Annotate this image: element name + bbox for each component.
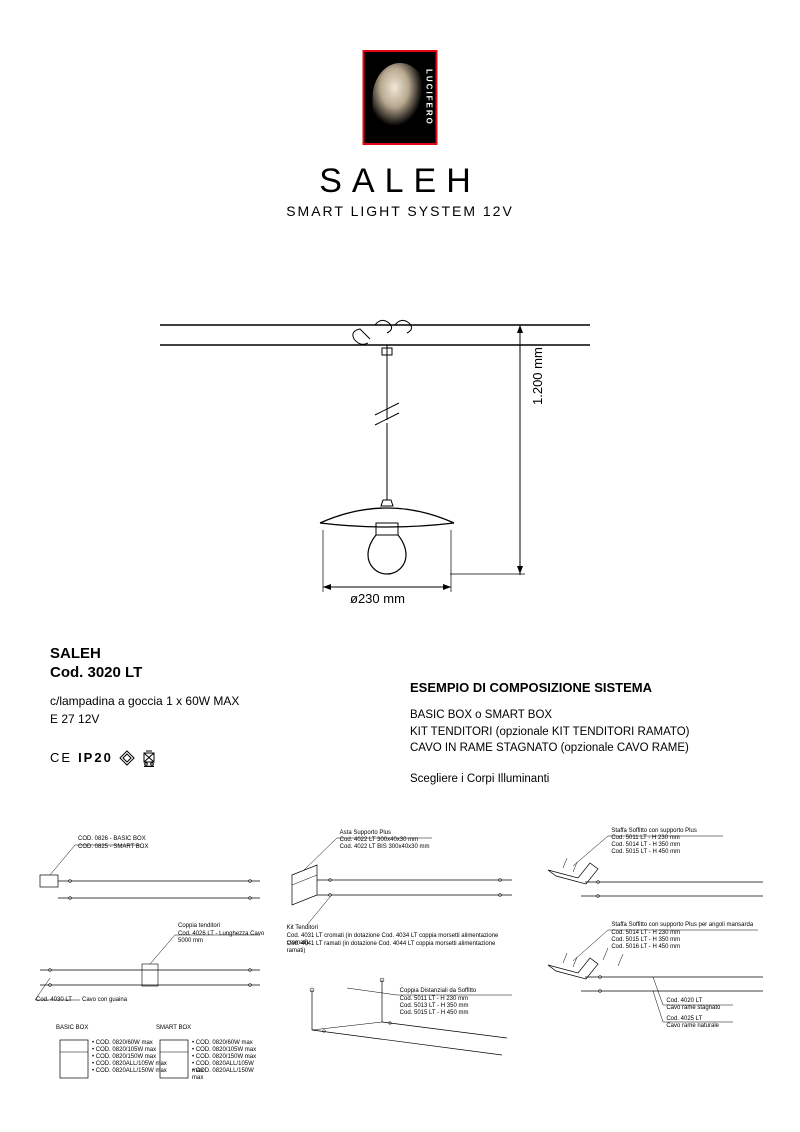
fc1-label-d: Coppia tenditori — [178, 923, 220, 930]
certification-symbols: CE IP20 — [50, 749, 380, 767]
product-name: SALEH — [50, 645, 380, 664]
composition-line-4: Scegliere i Corpi Illuminanti — [410, 771, 770, 788]
product-info-left: SALEH Cod. 3020 LT c/lampadina a goccia … — [50, 645, 380, 767]
fc1-label-e: Cod. 4026 LT - Lunghezza Cavo 5000 mm — [178, 931, 267, 945]
fc2-label-f: Cod. 4041 LT ramati (in dotazione Cod. 4… — [287, 941, 512, 955]
fc3-label-j: Cavo rame stagnato — [666, 1005, 720, 1012]
fc2-label-g: Coppia Distanziali da Soffitto — [400, 988, 477, 995]
ip-rating: IP20 — [78, 750, 113, 765]
fc3-label-l: Cavo rame naturale — [666, 1023, 719, 1030]
technical-drawing: 1.200 mm ø230 mm — [150, 305, 650, 605]
logo-brand-text: LUCIFERO — [420, 62, 434, 133]
fc2-label-d: Kit Tenditori — [287, 925, 318, 932]
product-title: SALEH — [0, 162, 800, 201]
spec-line-1: c/lampadina a goccia 1 x 60W MAX — [50, 693, 380, 709]
fc1-list2-5: • COD. 0820ALL/150W max — [192, 1068, 267, 1082]
fc1-label-h: SMART BOX — [156, 1025, 191, 1032]
footer-col-1: COD. 0826 - BASIC BOX COD. 0825 - SMART … — [30, 830, 267, 1110]
fc2-label-j: Cod. 5015 LT - H 450 mm — [400, 1010, 469, 1017]
composition-line-1: BASIC BOX o SMART BOX — [410, 707, 770, 724]
fc1-list1-5: • COD. 0820ALL/150W max — [92, 1068, 167, 1075]
diameter-dimension-label: ø230 mm — [350, 591, 405, 606]
class-symbol-icon — [119, 750, 135, 766]
footer-col-2: Asta Supporto Plus Cod. 4022 LT 300x40x3… — [282, 830, 519, 1110]
fc2-label-c: Cod. 4022 LT BIS 300x40x30 mm — [340, 844, 430, 851]
brand-logo: LUCIFERO — [363, 50, 438, 145]
title-block: SALEH SMART LIGHT SYSTEM 12V — [0, 162, 800, 219]
ce-mark: CE — [50, 750, 72, 765]
fc3-label-e: Staffa Soffitto con supporto Plus per an… — [611, 922, 771, 929]
footer-col-3: Staffa Soffitto con supporto Plus Cod. 5… — [533, 830, 770, 1110]
composition-line-2: KIT TENDITORI (opzionale KIT TENDITORI R… — [410, 724, 770, 741]
fc1-label-c: BASIC BOX — [56, 1025, 88, 1032]
weee-symbol-icon — [141, 749, 157, 767]
spec-line-2: E 27 12V — [50, 711, 380, 727]
fc1-label-f: Cod. 4030 LT — [36, 997, 72, 1004]
fc3-label-d: Cod. 5015 LT - H 450 mm — [611, 849, 680, 856]
composition-line-3: CAVO IN RAME STAGNATO (opzionale CAVO RA… — [410, 740, 770, 757]
fc3-label-h: Cod. 5016 LT - H 450 mm — [611, 944, 680, 951]
composition-title: ESEMPIO DI COMPOSIZIONE SISTEMA — [410, 680, 770, 695]
height-dimension-label: 1.200 mm — [530, 347, 545, 405]
product-code: Cod. 3020 LT — [50, 664, 380, 683]
composition-info-right: ESEMPIO DI COMPOSIZIONE SISTEMA BASIC BO… — [410, 680, 770, 788]
product-subtitle: SMART LIGHT SYSTEM 12V — [0, 203, 800, 219]
fc1-label-b: COD. 0825 - SMART BOX — [78, 844, 148, 851]
footer-diagrams: COD. 0826 - BASIC BOX COD. 0825 - SMART … — [30, 830, 770, 1110]
fc1-label-a: COD. 0826 - BASIC BOX — [78, 836, 146, 843]
fc1-label-g: Cavo con guaina — [82, 997, 127, 1004]
